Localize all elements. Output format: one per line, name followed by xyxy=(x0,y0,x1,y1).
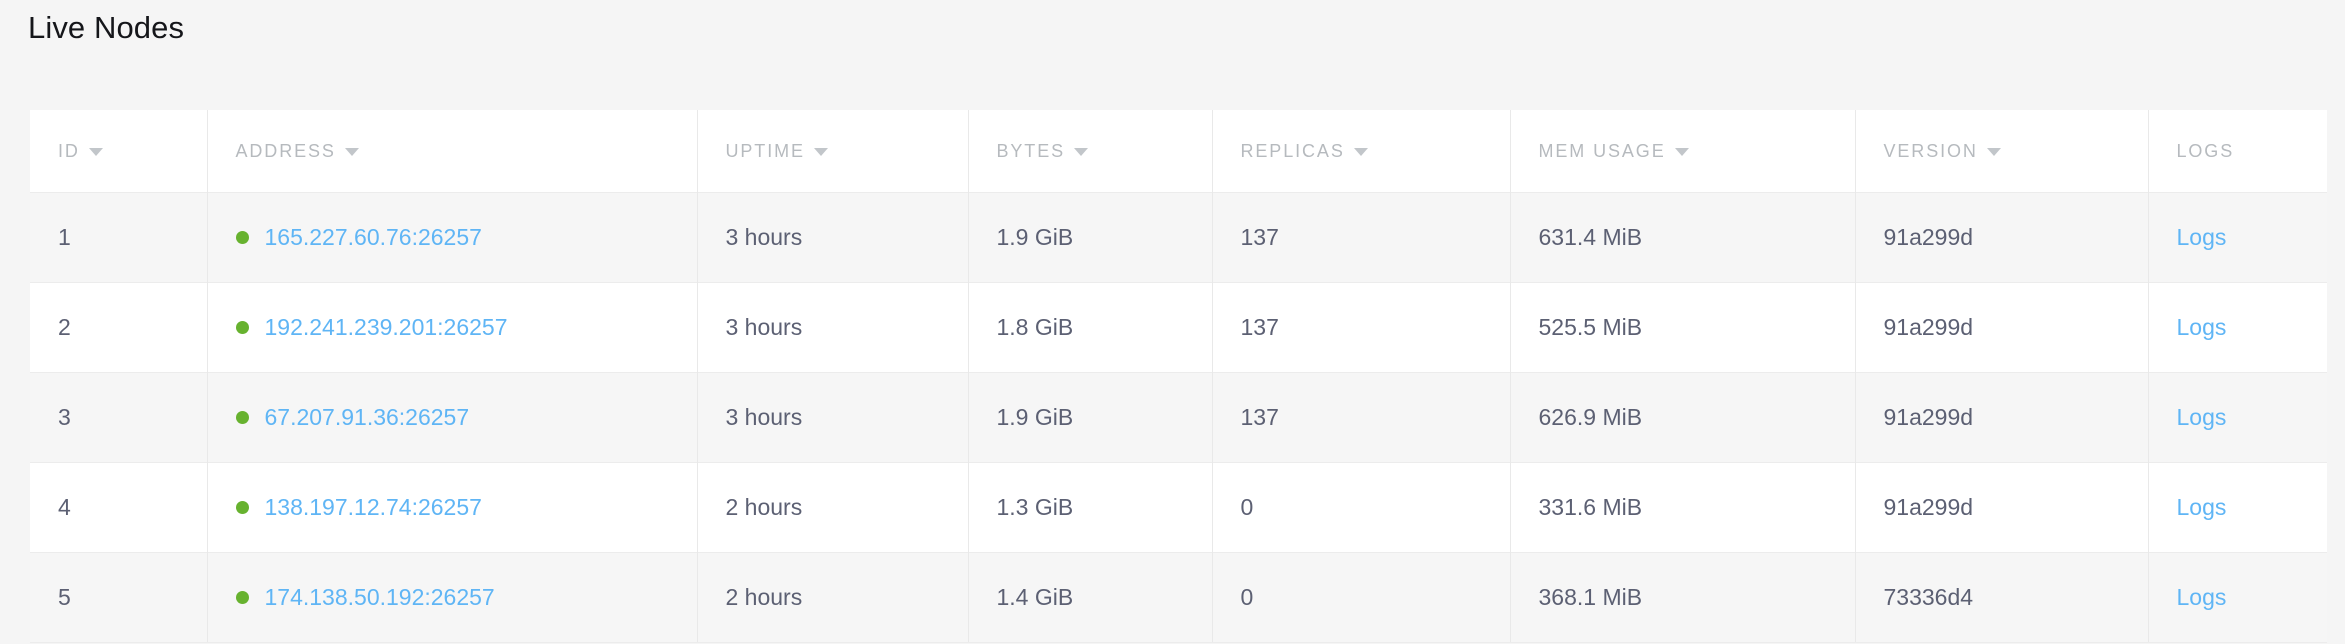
cell-bytes: 1.8 GiB xyxy=(968,282,1213,373)
status-dot-icon xyxy=(235,501,249,514)
status-dot-icon xyxy=(235,231,249,244)
cell-address: 192.241.239.201:26257 xyxy=(207,282,698,373)
cell-uptime: 3 hours xyxy=(697,282,969,373)
column-header-replicas-label: REPLICAS xyxy=(1240,140,1345,161)
column-header-uptime[interactable]: UPTIME xyxy=(697,110,969,193)
chevron-down-icon[interactable] xyxy=(88,148,103,156)
cell-id: 1 xyxy=(30,192,208,283)
cell-mem-usage: 525.5 MiB xyxy=(1510,282,1856,373)
logs-link[interactable]: Logs xyxy=(2176,584,2227,610)
status-dot-icon xyxy=(235,321,249,334)
column-header-logs: LOGS xyxy=(2148,110,2327,193)
cell-bytes: 1.9 GiB xyxy=(968,192,1213,283)
cell-id: 3 xyxy=(30,372,208,463)
cell-mem-usage: 626.9 MiB xyxy=(1510,372,1856,463)
chevron-down-icon[interactable] xyxy=(813,148,828,156)
logs-link[interactable]: Logs xyxy=(2176,494,2227,520)
chevron-down-icon[interactable] xyxy=(1986,148,2001,156)
cell-bytes: 1.4 GiB xyxy=(968,552,1213,643)
column-header-uptime-label: UPTIME xyxy=(725,140,805,161)
cell-id: 5 xyxy=(30,552,208,643)
status-dot-icon xyxy=(235,411,249,424)
cell-version: 91a299d xyxy=(1855,282,2149,373)
cell-replicas: 0 xyxy=(1212,552,1511,643)
table-row[interactable]: 5 174.138.50.192:26257 2 hours 1.4 GiB 0… xyxy=(30,552,2327,643)
page-title: Live Nodes xyxy=(28,10,185,45)
cell-id: 4 xyxy=(30,462,208,553)
cell-mem-usage: 631.4 MiB xyxy=(1510,192,1856,283)
cell-address: 138.197.12.74:26257 xyxy=(207,462,698,553)
column-header-mem-usage-label: MEM USAGE xyxy=(1538,140,1666,161)
table-row[interactable]: 2 192.241.239.201:26257 3 hours 1.8 GiB … xyxy=(30,282,2327,373)
cell-version: 91a299d xyxy=(1855,192,2149,283)
column-header-id[interactable]: ID xyxy=(30,110,208,193)
cell-replicas: 137 xyxy=(1212,372,1511,463)
node-address-link[interactable]: 165.227.60.76:26257 xyxy=(264,224,482,250)
cell-logs: Logs xyxy=(2148,372,2327,463)
cell-address: 174.138.50.192:26257 xyxy=(207,552,698,643)
column-header-version-label: VERSION xyxy=(1883,140,1978,161)
column-header-bytes[interactable]: BYTES xyxy=(968,110,1213,193)
node-address-link[interactable]: 174.138.50.192:26257 xyxy=(264,584,495,610)
column-header-address-label: ADDRESS xyxy=(235,140,336,161)
chevron-down-icon[interactable] xyxy=(1074,148,1089,156)
logs-link[interactable]: Logs xyxy=(2176,314,2227,340)
table-row[interactable]: 3 67.207.91.36:26257 3 hours 1.9 GiB 137… xyxy=(30,372,2327,463)
cell-mem-usage: 331.6 MiB xyxy=(1510,462,1856,553)
cell-version: 73336d4 xyxy=(1855,552,2149,643)
node-address-link[interactable]: 138.197.12.74:26257 xyxy=(264,494,482,520)
cell-replicas: 0 xyxy=(1212,462,1511,553)
logs-link[interactable]: Logs xyxy=(2176,404,2227,430)
chevron-down-icon[interactable] xyxy=(1353,148,1368,156)
cell-logs: Logs xyxy=(2148,192,2327,283)
live-nodes-table-container: ID ADDRESS UPTIME xyxy=(30,110,2327,643)
chevron-down-icon[interactable] xyxy=(344,148,359,156)
table-body: 1 165.227.60.76:26257 3 hours 1.9 GiB 13… xyxy=(30,192,2327,643)
status-dot-icon xyxy=(235,591,249,604)
cell-mem-usage: 368.1 MiB xyxy=(1510,552,1856,643)
cell-uptime: 3 hours xyxy=(697,192,969,283)
cell-id: 2 xyxy=(30,282,208,373)
logs-link[interactable]: Logs xyxy=(2176,224,2227,250)
cell-bytes: 1.3 GiB xyxy=(968,462,1213,553)
column-header-logs-label: LOGS xyxy=(2176,140,2235,161)
cell-replicas: 137 xyxy=(1212,192,1511,283)
live-nodes-table: ID ADDRESS UPTIME xyxy=(30,110,2327,643)
column-header-id-label: ID xyxy=(58,140,80,161)
table-header-row: ID ADDRESS UPTIME xyxy=(30,110,2327,193)
cell-bytes: 1.9 GiB xyxy=(968,372,1213,463)
cell-logs: Logs xyxy=(2148,552,2327,643)
cell-address: 67.207.91.36:26257 xyxy=(207,372,698,463)
column-header-bytes-label: BYTES xyxy=(996,140,1066,161)
cell-replicas: 137 xyxy=(1212,282,1511,373)
table-header: ID ADDRESS UPTIME xyxy=(30,110,2327,193)
column-header-replicas[interactable]: REPLICAS xyxy=(1212,110,1511,193)
cell-version: 91a299d xyxy=(1855,372,2149,463)
cell-version: 91a299d xyxy=(1855,462,2149,553)
table-row[interactable]: 1 165.227.60.76:26257 3 hours 1.9 GiB 13… xyxy=(30,192,2327,283)
chevron-down-icon[interactable] xyxy=(1674,148,1689,156)
column-header-mem-usage[interactable]: MEM USAGE xyxy=(1510,110,1856,193)
cell-uptime: 2 hours xyxy=(697,462,969,553)
column-header-address[interactable]: ADDRESS xyxy=(207,110,698,193)
cell-logs: Logs xyxy=(2148,282,2327,373)
table-row[interactable]: 4 138.197.12.74:26257 2 hours 1.3 GiB 0 … xyxy=(30,462,2327,553)
cell-logs: Logs xyxy=(2148,462,2327,553)
column-header-version[interactable]: VERSION xyxy=(1855,110,2149,193)
cell-uptime: 3 hours xyxy=(697,372,969,463)
cell-address: 165.227.60.76:26257 xyxy=(207,192,698,283)
node-address-link[interactable]: 192.241.239.201:26257 xyxy=(264,314,508,340)
cell-uptime: 2 hours xyxy=(697,552,969,643)
node-address-link[interactable]: 67.207.91.36:26257 xyxy=(264,404,470,430)
